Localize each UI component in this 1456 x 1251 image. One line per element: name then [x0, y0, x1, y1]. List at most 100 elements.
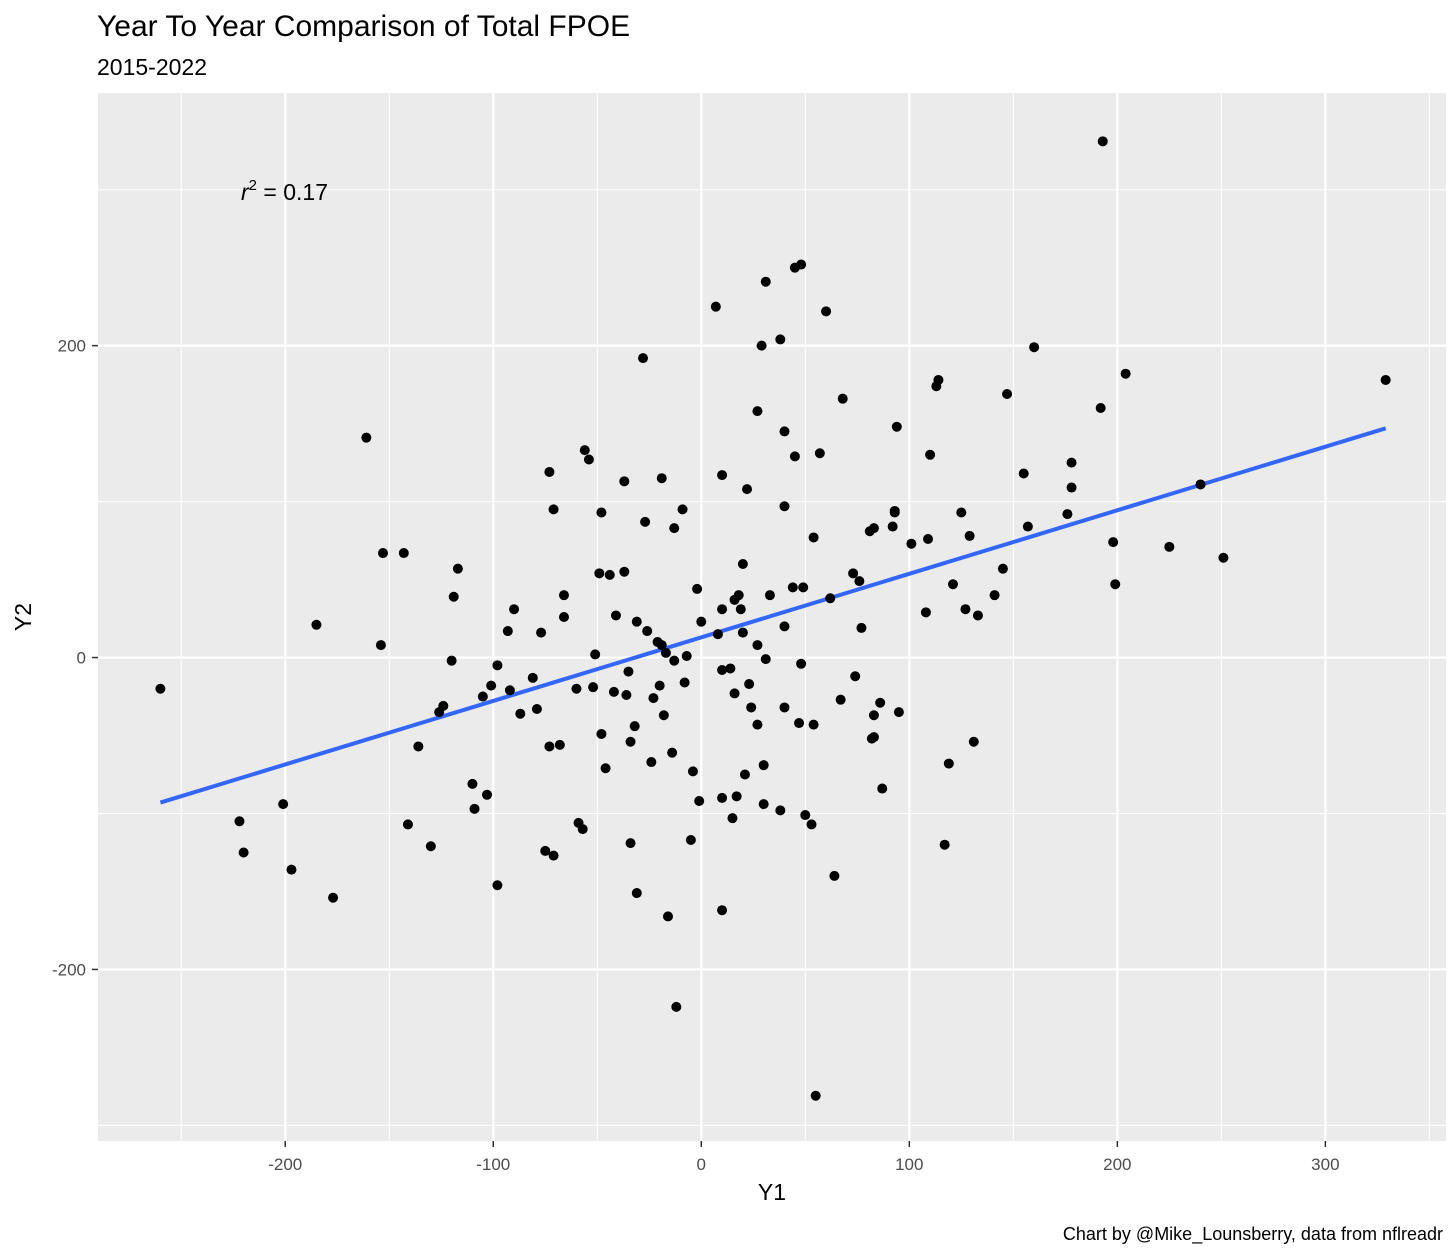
scatter-point	[536, 627, 547, 638]
scatter-point	[448, 591, 459, 602]
scatter-point	[596, 507, 607, 518]
scatter-point	[717, 665, 728, 676]
scatter-point	[588, 682, 599, 693]
scatter-point	[579, 445, 590, 456]
y-tick-label: 0	[77, 649, 86, 668]
scatter-point	[717, 604, 728, 615]
scatter-point	[398, 548, 409, 559]
scatter-point	[679, 677, 690, 688]
scatter-point	[477, 691, 488, 702]
scatter-point	[746, 702, 757, 713]
scatter-point	[868, 710, 879, 721]
scatter-point	[923, 534, 934, 545]
scatter-point	[531, 704, 542, 715]
scatter-point	[710, 301, 721, 312]
scatter-point	[648, 693, 659, 704]
scatter-point	[328, 892, 339, 903]
scatter-point	[540, 845, 551, 856]
scatter-point	[964, 530, 975, 541]
scatter-point	[486, 680, 497, 691]
scatter-point	[808, 719, 819, 730]
scatter-point	[1380, 374, 1391, 385]
scatter-point	[527, 672, 538, 683]
scatter-point	[717, 905, 728, 916]
scatter-point	[646, 757, 657, 768]
scatter-point	[742, 484, 753, 495]
scatter-point	[625, 736, 636, 747]
scatter-point	[906, 538, 917, 549]
scatter-point	[808, 532, 819, 543]
scatter-point	[1097, 136, 1108, 147]
scatter-point	[544, 741, 555, 752]
scatter-point	[806, 819, 817, 830]
scatter-point	[548, 504, 559, 515]
scatter-point	[814, 448, 825, 459]
scatter-point	[482, 789, 493, 800]
scatter-point	[571, 683, 582, 694]
scatter-point	[960, 604, 971, 615]
scatter-point	[1002, 388, 1013, 399]
regression-line	[159, 426, 1387, 805]
scatter-point	[558, 612, 569, 622]
scatter-point	[735, 604, 746, 615]
scatter-point	[779, 426, 790, 437]
scatter-point	[640, 516, 651, 527]
scatter-point	[452, 563, 463, 574]
scatter-point	[810, 1090, 821, 1101]
scatter-point	[875, 697, 886, 708]
y-axis-ticks: -200 0 200	[52, 337, 98, 979]
scatter-point	[733, 590, 744, 601]
scatter-point	[825, 593, 836, 604]
x-tick-label: 100	[895, 1155, 923, 1174]
scatter-point	[544, 466, 555, 477]
grid-lines	[98, 93, 1446, 1141]
scatter-point	[1029, 342, 1040, 353]
scatter-point	[752, 719, 763, 730]
scatter-point	[658, 710, 669, 721]
scatter-point	[590, 649, 601, 660]
scatter-point	[868, 523, 879, 534]
scatter-point	[920, 607, 931, 618]
y-tick-label: 200	[58, 337, 86, 356]
scatter-point	[744, 679, 755, 690]
scatter-point	[997, 563, 1008, 574]
scatter-point	[717, 470, 728, 481]
scatter-point	[925, 449, 936, 460]
r-squared-annotation: r2 = 0.17	[241, 177, 328, 205]
scatter-point	[1195, 479, 1206, 490]
scatter-point	[775, 805, 786, 816]
scatter-point	[794, 718, 805, 729]
scatter-point	[968, 736, 979, 747]
scatter-point	[692, 583, 703, 594]
scatter-point	[760, 276, 771, 287]
scatter-point	[752, 406, 763, 417]
scatter-point	[446, 655, 457, 666]
scatter-point	[933, 374, 944, 385]
scatter-point	[492, 880, 503, 891]
scatter-point	[1022, 521, 1033, 532]
scatter-point	[619, 476, 630, 487]
scatter-point	[660, 647, 671, 658]
scatter-point	[696, 616, 707, 627]
scatter-point	[629, 721, 640, 732]
scatter-point	[286, 864, 297, 875]
scatter-point	[756, 340, 767, 351]
x-tick-label: -100	[476, 1155, 510, 1174]
scatter-point	[662, 911, 673, 922]
x-axis-ticks: -200 -100 0 100 200 300	[268, 1141, 1340, 1174]
scatter-point	[729, 688, 740, 699]
scatter-point	[775, 334, 786, 345]
scatter-point	[631, 616, 642, 627]
scatter-point	[504, 685, 515, 696]
scatter-point	[234, 816, 245, 827]
scatter-point	[725, 663, 736, 674]
y-axis-title: Y2	[10, 603, 36, 631]
scatter-point	[600, 763, 611, 774]
scatter-point	[621, 689, 632, 700]
scatter-point	[1108, 537, 1119, 548]
scatter-point	[502, 626, 513, 637]
scatter-point	[800, 810, 811, 821]
scatter-point	[687, 766, 698, 777]
scatter-point	[619, 566, 630, 577]
